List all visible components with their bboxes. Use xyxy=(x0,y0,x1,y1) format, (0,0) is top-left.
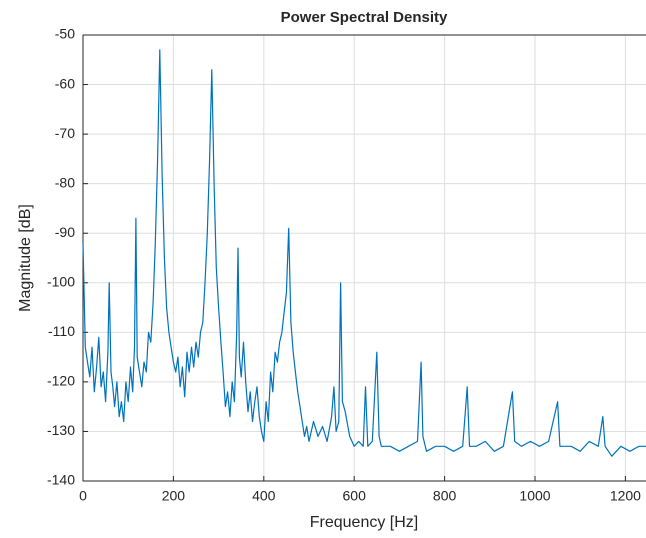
y-axis-label: Magnitude [dB] xyxy=(17,204,34,312)
y-tick-label: -50 xyxy=(55,26,75,42)
x-tick-label: 800 xyxy=(433,488,457,504)
y-tick-label: -60 xyxy=(55,75,75,91)
y-tick-label: -80 xyxy=(55,174,75,190)
y-tick-label: -110 xyxy=(48,323,75,339)
x-tick-label: 600 xyxy=(343,488,367,504)
y-tick-label: -100 xyxy=(47,273,75,289)
x-tick-label: 0 xyxy=(79,488,87,504)
y-tick-label: -120 xyxy=(47,373,75,389)
data-line xyxy=(82,49,646,457)
x-axis-label: Frequency [Hz] xyxy=(310,514,418,531)
y-tick-label: -130 xyxy=(47,422,75,438)
chart-title: Power Spectral Density xyxy=(281,9,448,26)
y-tick-label: -70 xyxy=(55,125,75,141)
x-tick-label: 400 xyxy=(252,488,276,504)
x-tick-label: 1200 xyxy=(610,488,641,504)
y-tick-label: -140 xyxy=(47,472,75,488)
x-tick-label: 200 xyxy=(162,488,186,504)
x-tick-label: 1000 xyxy=(519,488,550,504)
y-tick-label: -90 xyxy=(55,224,75,240)
